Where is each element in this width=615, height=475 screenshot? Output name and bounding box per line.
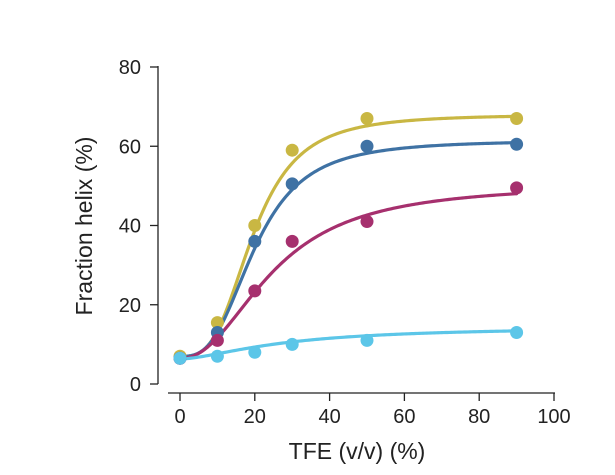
data-point-yellow — [360, 112, 374, 126]
plot-area: 0 20 40 60 80 0 20 40 60 80 100 — [119, 57, 571, 428]
x-tick-label: 40 — [318, 406, 340, 428]
x-axis-title: TFE (v/v) (%) — [289, 438, 426, 464]
y-tick-label: 60 — [119, 136, 141, 158]
data-point-light-blue — [360, 333, 374, 347]
data-point-light-blue — [248, 345, 262, 359]
data-points — [173, 112, 524, 365]
data-point-light-blue — [510, 325, 524, 339]
fit-line-dark-blue — [178, 141, 519, 358]
y-tick-label: 80 — [119, 57, 141, 79]
fit-line-light-blue — [178, 329, 519, 361]
data-point-light-blue — [173, 351, 187, 365]
fit-lines — [178, 114, 519, 361]
x-tick-label: 60 — [393, 406, 415, 428]
x-tick-label: 100 — [537, 406, 570, 428]
y-axis-title: Fraction helix (%) — [71, 137, 97, 316]
fit-line-yellow — [178, 114, 519, 358]
x-ticks: 0 20 40 60 80 100 — [174, 393, 571, 428]
data-point-magenta — [360, 215, 374, 229]
data-point-magenta — [210, 333, 224, 347]
y-tick-label: 20 — [119, 295, 141, 317]
x-tick-label: 0 — [174, 406, 185, 428]
data-point-dark-blue — [248, 234, 262, 248]
x-tick-label: 80 — [468, 406, 490, 428]
y-tick-label: 40 — [119, 216, 141, 238]
data-point-light-blue — [210, 349, 224, 363]
y-tick-label: 0 — [130, 374, 141, 396]
data-point-magenta — [248, 284, 262, 298]
data-point-dark-blue — [360, 139, 374, 153]
data-point-yellow — [248, 219, 262, 232]
data-point-yellow — [510, 112, 524, 126]
fit-line-magenta — [178, 192, 519, 360]
data-point-magenta — [285, 234, 299, 248]
y-ticks: 0 20 40 60 80 — [119, 57, 158, 396]
x-tick-label: 20 — [244, 406, 266, 428]
data-point-yellow — [210, 316, 224, 330]
data-point-magenta — [510, 181, 524, 195]
data-point-yellow — [285, 143, 299, 157]
data-point-dark-blue — [510, 137, 524, 151]
data-point-light-blue — [285, 337, 299, 351]
data-point-dark-blue — [285, 177, 299, 191]
